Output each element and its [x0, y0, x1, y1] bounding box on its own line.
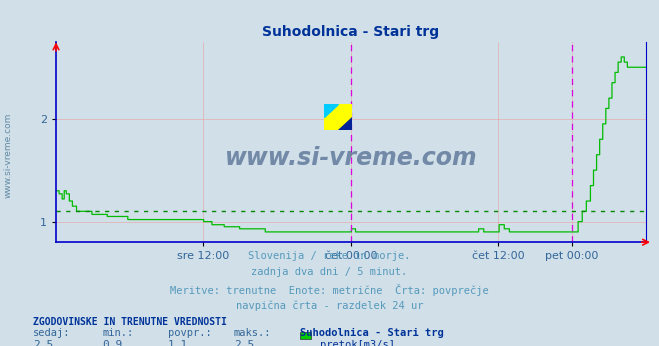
- Bar: [301, 332, 311, 339]
- Text: 2,5: 2,5: [234, 340, 254, 346]
- Polygon shape: [324, 104, 338, 117]
- Text: 2,5: 2,5: [33, 340, 53, 346]
- Text: Meritve: trenutne  Enote: metrične  Črta: povprečje: Meritve: trenutne Enote: metrične Črta: …: [170, 284, 489, 296]
- Text: pretok[m3/s]: pretok[m3/s]: [320, 340, 395, 346]
- Polygon shape: [338, 117, 352, 130]
- Text: 1,1: 1,1: [168, 340, 188, 346]
- Text: zadnja dva dni / 5 minut.: zadnja dva dni / 5 minut.: [251, 267, 408, 277]
- Text: sedaj:: sedaj:: [33, 328, 71, 338]
- Text: Suhodolnica - Stari trg: Suhodolnica - Stari trg: [300, 328, 444, 338]
- Text: www.si-vreme.com: www.si-vreme.com: [3, 113, 13, 198]
- Text: maks.:: maks.:: [234, 328, 272, 338]
- Text: 0,9: 0,9: [102, 340, 123, 346]
- Text: navpična črta - razdelek 24 ur: navpična črta - razdelek 24 ur: [236, 301, 423, 311]
- Text: povpr.:: povpr.:: [168, 328, 212, 338]
- Text: min.:: min.:: [102, 328, 133, 338]
- Text: www.si-vreme.com: www.si-vreme.com: [225, 146, 477, 170]
- Title: Suhodolnica - Stari trg: Suhodolnica - Stari trg: [262, 25, 440, 39]
- Text: Slovenija / reke in morje.: Slovenija / reke in morje.: [248, 251, 411, 261]
- Text: www.si-vreme.com: www.si-vreme.com: [225, 146, 477, 170]
- Text: ZGODOVINSKE IN TRENUTNE VREDNOSTI: ZGODOVINSKE IN TRENUTNE VREDNOSTI: [33, 317, 227, 327]
